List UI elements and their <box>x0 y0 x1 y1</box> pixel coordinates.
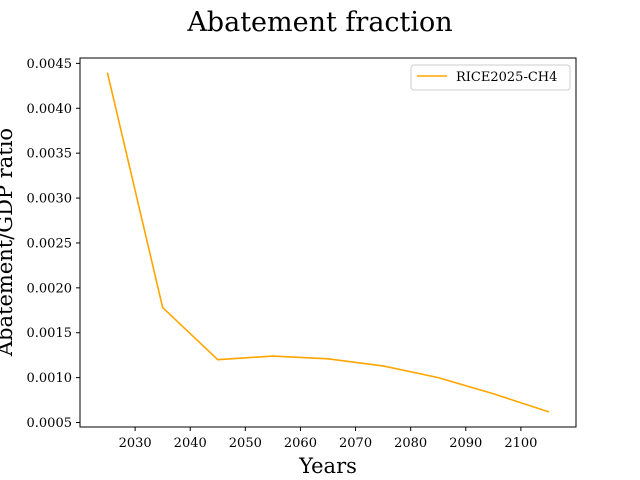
plot-frame <box>79 57 577 428</box>
y-tick-label: 0.0020 <box>27 281 73 296</box>
data-point <box>216 358 219 361</box>
data-point <box>106 72 109 75</box>
x-tick-label: 2090 <box>449 436 482 451</box>
data-point <box>327 357 329 360</box>
data-point <box>272 355 274 357</box>
y-tick-label: 0.0035 <box>27 147 73 162</box>
y-tick-label: 0.0015 <box>27 326 73 341</box>
data-point <box>161 306 164 309</box>
x-axis-title: Years <box>298 454 357 478</box>
y-tick-label: 0.0025 <box>27 236 73 251</box>
x-tick-label: 2040 <box>174 436 207 451</box>
x-tick-label: 2030 <box>119 436 152 451</box>
y-tick-label: 0.0005 <box>27 416 73 431</box>
x-tick-label: 2070 <box>339 436 372 451</box>
series-layer <box>106 72 550 413</box>
y-axis-title: Abatement/GDP ratio <box>0 128 17 357</box>
data-point <box>492 392 495 395</box>
data-point <box>437 376 440 379</box>
x-tick-label: 2050 <box>229 436 262 451</box>
y-tick-label: 0.0010 <box>27 371 73 386</box>
x-tick-label: 2100 <box>504 436 537 451</box>
x-tick-label: 2080 <box>394 436 427 451</box>
legend: RICE2025-CH4 <box>410 64 571 91</box>
data-point <box>382 365 384 367</box>
legend-box <box>410 64 571 91</box>
x-tick-label: 2060 <box>284 436 317 451</box>
series-line <box>106 73 549 413</box>
y-tick-label: 0.0040 <box>27 102 73 117</box>
y-axis: 0.0005 0.0010 0.0015 0.0020 0.0025 0.0030 0.00… <box>27 57 80 431</box>
x-axis: 2030 2040 2050 2060 2070 2080 2090 2100 <box>119 427 537 451</box>
y-tick-label: 0.0045 <box>27 57 73 72</box>
chart-title: Abatement fraction <box>186 7 452 38</box>
y-tick-label: 0.0030 <box>27 192 73 207</box>
data-point <box>547 410 550 413</box>
legend-label: RICE2025-CH4 <box>456 70 557 85</box>
